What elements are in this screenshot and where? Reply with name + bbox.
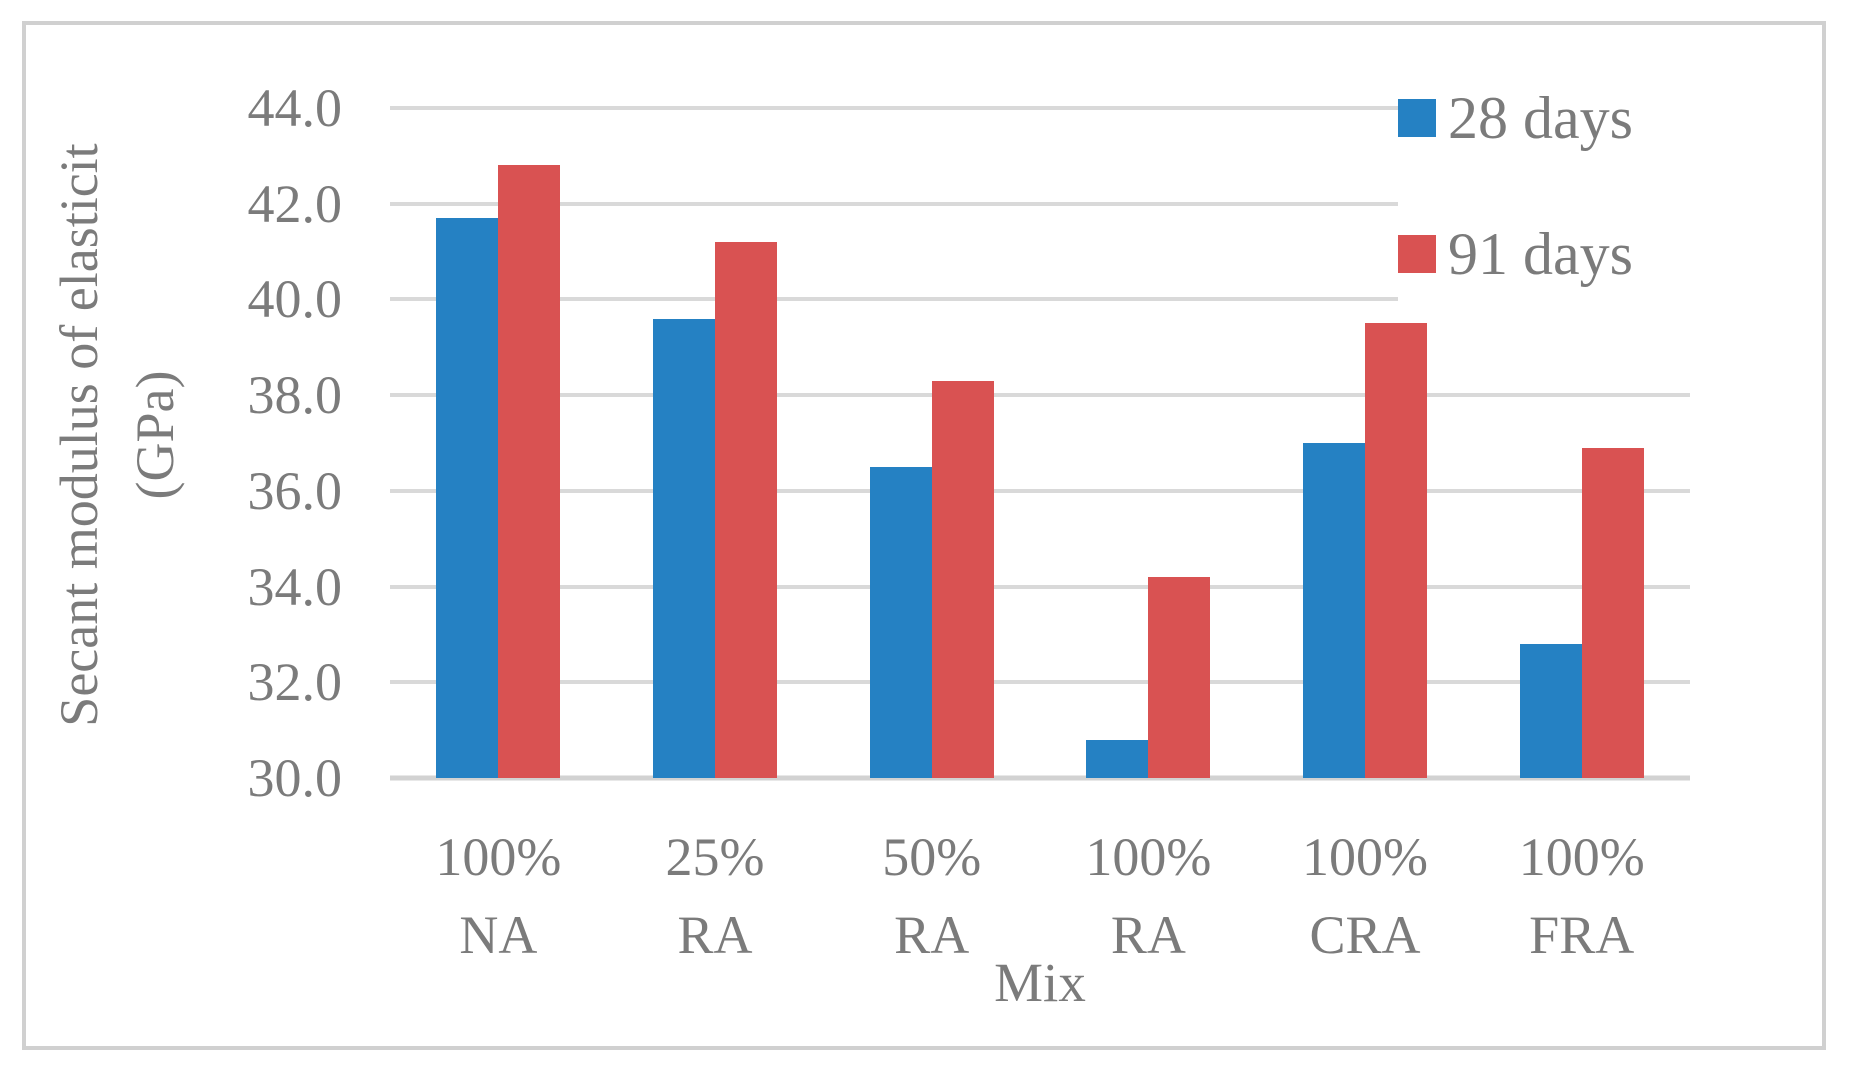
- category-slot: [1257, 108, 1474, 778]
- x-axis-title: Mix: [994, 952, 1086, 1013]
- bar-28-days: [1303, 443, 1366, 778]
- legend-swatch-91-days: [1398, 235, 1436, 273]
- y-tick-label: 30.0: [247, 748, 343, 808]
- legend-item-91-days: 91 days: [1398, 224, 1746, 284]
- bars: [390, 108, 1690, 778]
- x-tick-label: 100% CRA: [1302, 827, 1429, 965]
- x-tick-label: 50% RA: [882, 827, 982, 965]
- x-tick-label: 100% FRA: [1518, 827, 1645, 965]
- y-tick-label: 40.0: [247, 269, 343, 330]
- y-tick-label: 42.0: [247, 173, 343, 234]
- gridline: [390, 680, 1690, 685]
- bar-28-days: [1519, 644, 1582, 778]
- bar-91-days: [1581, 447, 1644, 778]
- legend-swatch-28-days: [1398, 99, 1436, 137]
- gridline: [390, 775, 1690, 781]
- category-slot: [1040, 108, 1257, 778]
- legend-label-91-days: 91 days: [1448, 221, 1633, 287]
- x-tick-labels: 100% NA 25% RA 50% RA 100% RA 100% CRA 100% FRA: [390, 818, 1690, 974]
- gridline: [390, 488, 1690, 493]
- y-tick-label: 36.0: [247, 460, 343, 521]
- bar-28-days: [1086, 739, 1149, 778]
- legend-label-28-days: 28 days: [1448, 85, 1633, 151]
- bar-28-days: [436, 218, 499, 778]
- y-tick-label: 44.0: [247, 78, 343, 138]
- plot-area: [390, 106, 1690, 781]
- gridlines: [390, 106, 1690, 781]
- gridline: [390, 393, 1690, 398]
- y-tick-labels: 44.0 42.0 40.0 38.0 36.0 34.0 32.0 30.0: [0, 81, 343, 805]
- gridline: [390, 106, 1690, 110]
- bar-28-days: [653, 318, 715, 778]
- legend-item-28-days: 28 days: [1398, 88, 1746, 148]
- bar-91-days: [498, 165, 561, 778]
- y-tick-label: 38.0: [247, 365, 343, 426]
- gridline: [390, 584, 1690, 589]
- bar-91-days: [715, 242, 777, 778]
- x-tick-label: 25% RA: [665, 827, 765, 965]
- y-tick-label: 32.0: [247, 652, 343, 713]
- bar-91-days: [1365, 323, 1428, 778]
- y-tick-label: 34.0: [247, 556, 343, 617]
- gridline: [390, 201, 1690, 206]
- category-slot: [823, 108, 1040, 778]
- x-tick-label: 100% NA: [435, 827, 562, 965]
- bar-91-days: [1148, 577, 1211, 778]
- bar-91-days: [931, 380, 994, 778]
- category-slot: [390, 108, 607, 778]
- category-slot: [1473, 108, 1690, 778]
- gridline: [390, 297, 1690, 302]
- legend: 28 days 91 days: [1398, 82, 1746, 312]
- x-tick-label: 100% RA: [1085, 827, 1212, 965]
- category-slot: [607, 108, 824, 778]
- bar-28-days: [869, 466, 932, 778]
